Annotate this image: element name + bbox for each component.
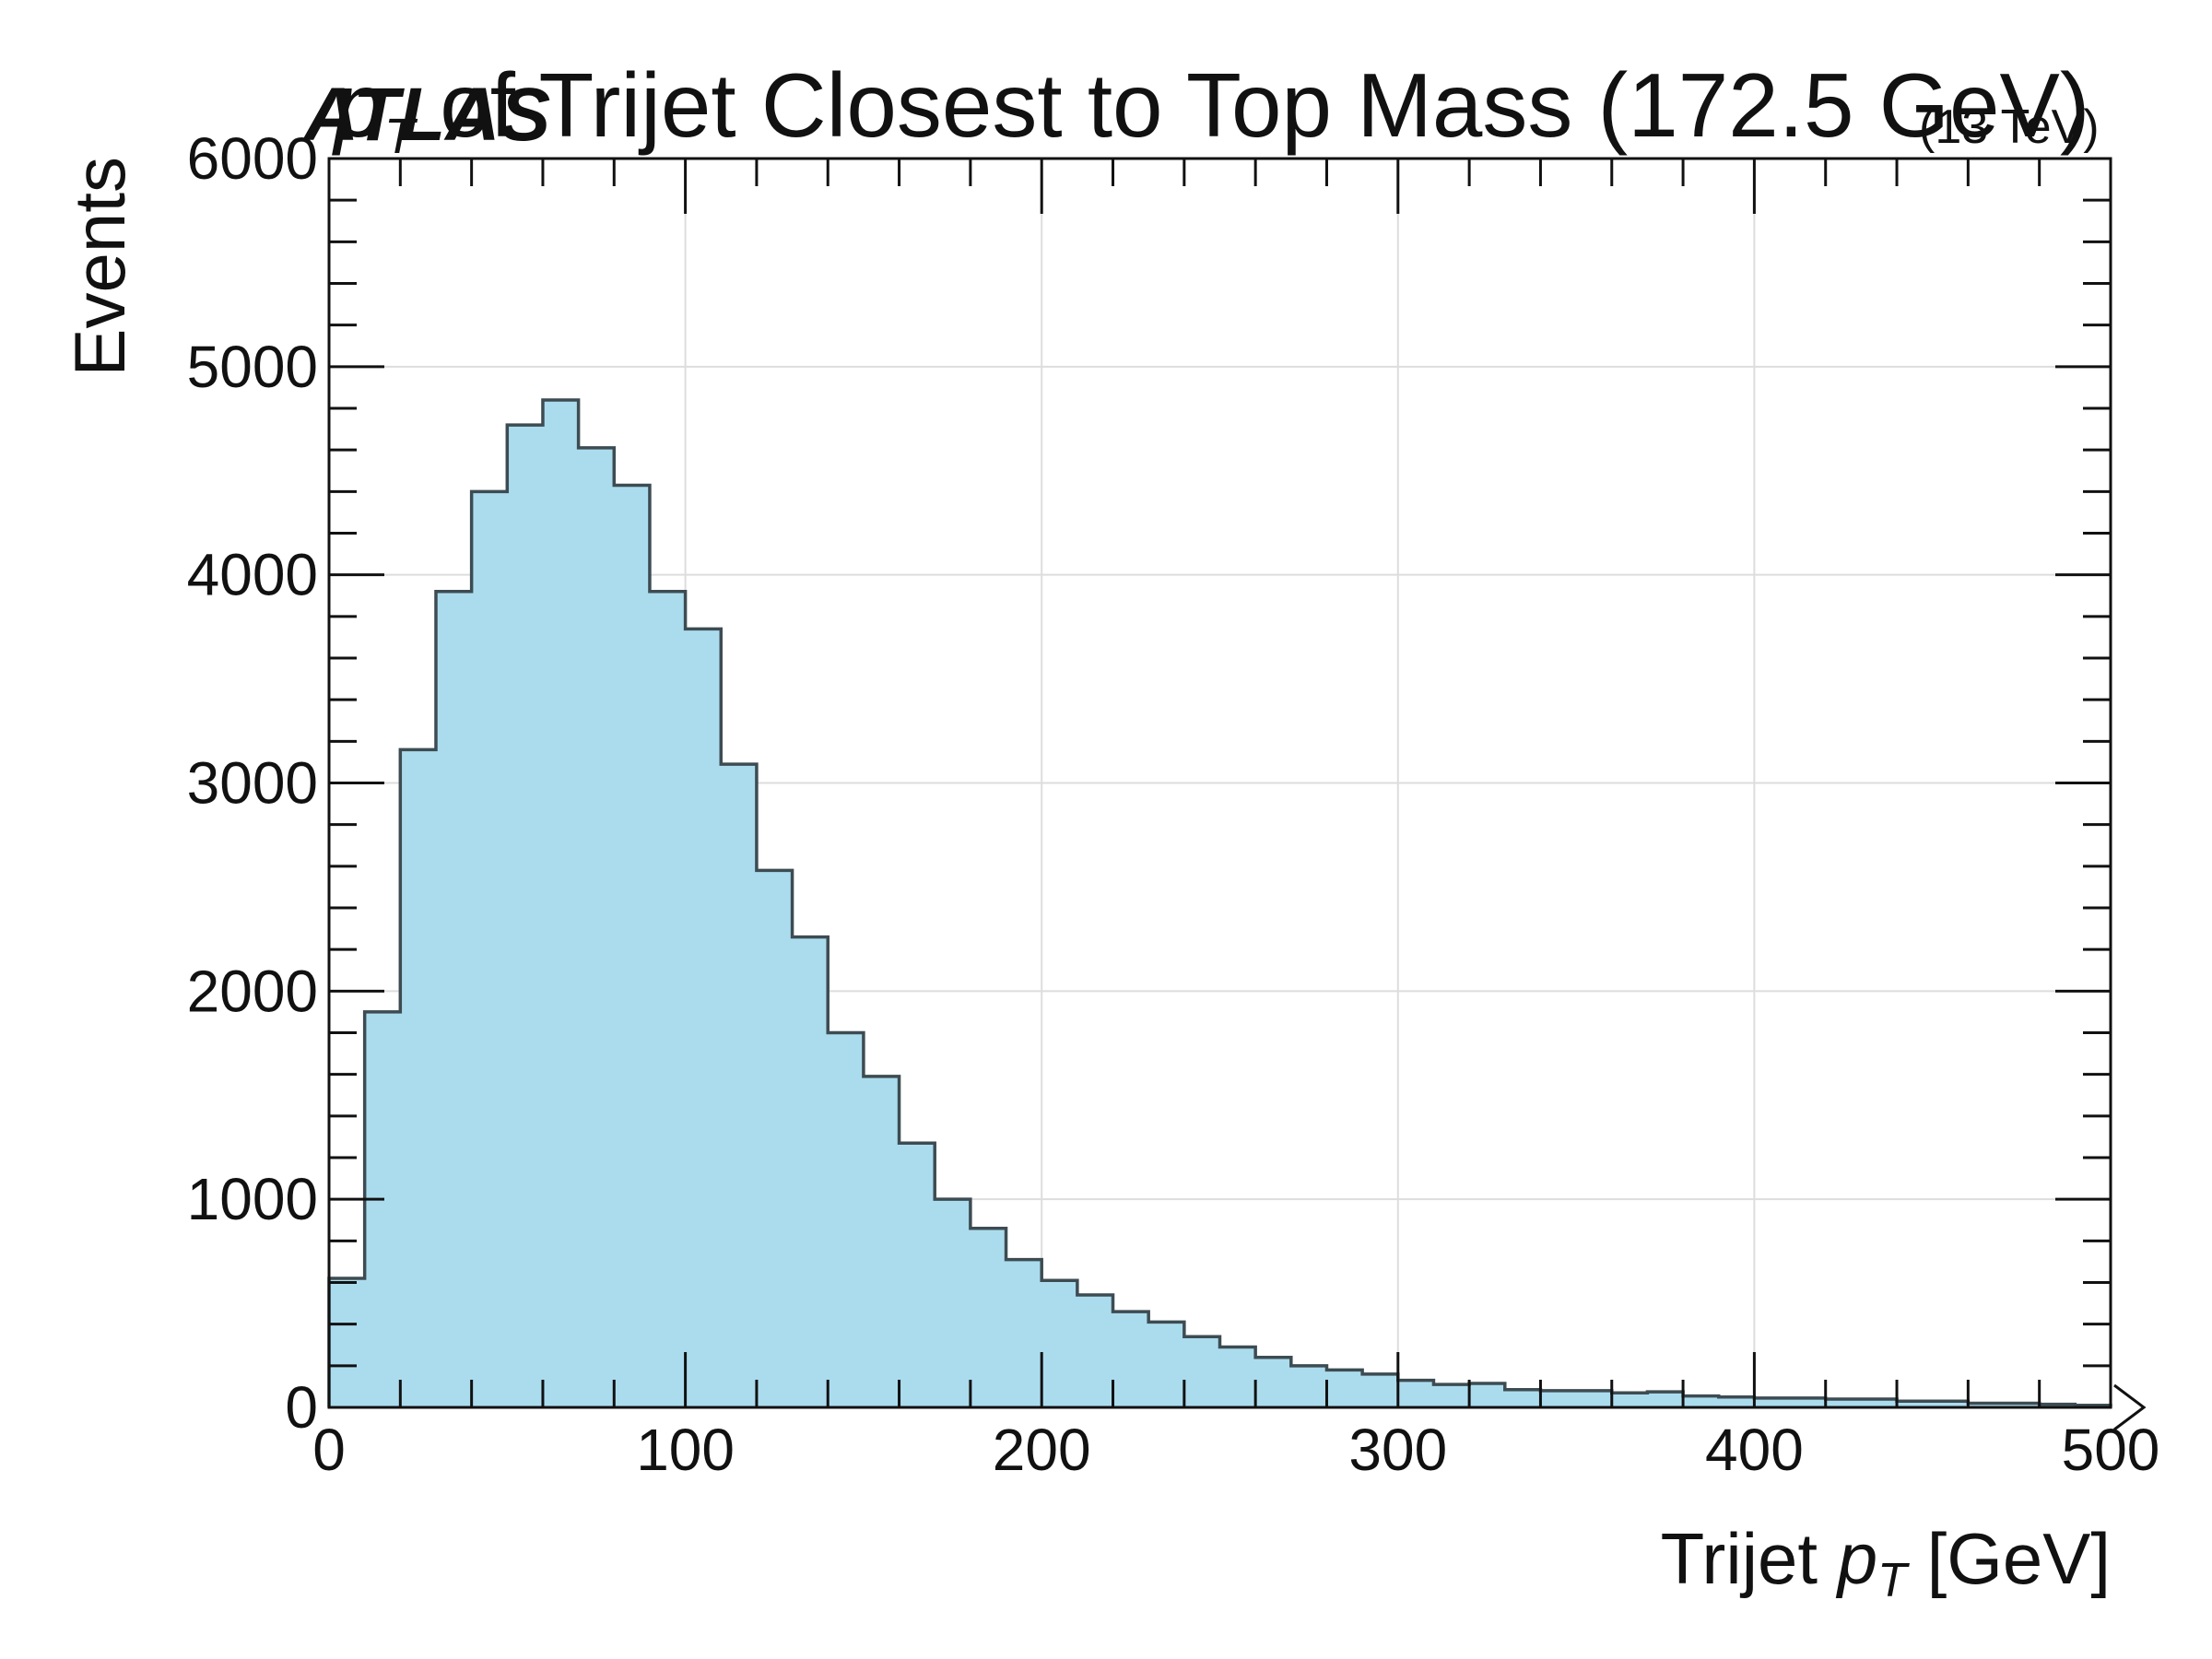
energy-label: (13 TeV): [1919, 100, 2100, 154]
histogram-bars: [329, 399, 2112, 1408]
histogram-bar: [1290, 1365, 1328, 1407]
histogram-bar: [1861, 1398, 1898, 1407]
y-tick-label: 3000: [187, 750, 318, 817]
histogram-bar: [1611, 1393, 1649, 1407]
histogram-bar: [1183, 1336, 1221, 1407]
histogram-bar: [649, 591, 687, 1407]
x-axis-label: Trijet pT [GeV]: [1661, 1518, 2111, 1607]
x-tick-label: 200: [993, 1417, 1091, 1483]
histogram-bar: [1968, 1403, 2005, 1407]
histogram-bar: [1112, 1312, 1149, 1407]
y-tick-label: 2000: [187, 958, 318, 1024]
histogram-bar: [1326, 1370, 1363, 1407]
histogram-bar: [792, 936, 829, 1407]
y-tick-label: 0: [285, 1374, 318, 1441]
y-tick-label: 6000: [187, 125, 318, 192]
histogram-bar: [899, 1143, 935, 1407]
histogram-bar: [2004, 1403, 2041, 1407]
title-pt-subscript: T: [384, 109, 418, 164]
histogram-bar: [1362, 1373, 1399, 1407]
histogram-bar: [1790, 1397, 1827, 1407]
histogram-bar: [1647, 1392, 1684, 1407]
histogram-bar: [1397, 1380, 1435, 1407]
histogram-bar: [1433, 1384, 1470, 1407]
histogram-bar: [435, 591, 473, 1407]
chart-title: pT of Trijet Closest to Top Mass (172.5 …: [332, 54, 2090, 164]
tick-labels: 0 100 200 300 400 500010002000300040005000600…: [187, 125, 2160, 1483]
histogram-bar: [1504, 1389, 1542, 1407]
overflow-arrow-icon: [2113, 1383, 2147, 1431]
histogram-bar: [1077, 1295, 1114, 1407]
histogram-bar: [364, 1011, 401, 1407]
atlas-label: ATLAS: [302, 73, 550, 157]
histogram-bar: [1219, 1347, 1256, 1407]
histogram-bar: [1576, 1390, 1613, 1407]
histogram-bar: [1754, 1397, 1791, 1407]
x-axis-label-prefix: Trijet: [1661, 1518, 1838, 1599]
x-axis-label-pt: p: [1836, 1518, 1877, 1599]
histogram-bar: [1148, 1322, 1185, 1407]
y-axis-label: Events: [59, 157, 140, 376]
histogram-bar: [1932, 1401, 1969, 1407]
histogram-bar: [471, 491, 508, 1407]
histogram-bar: [1255, 1357, 1292, 1407]
histogram-bar: [935, 1199, 971, 1407]
histogram-bar: [721, 764, 758, 1407]
histogram-bar: [329, 1277, 366, 1407]
histogram-bar: [828, 1032, 865, 1407]
histogram-bar: [1006, 1259, 1042, 1407]
histogram-bar: [1540, 1390, 1577, 1407]
histogram-bar: [970, 1228, 1007, 1407]
y-tick-label: 4000: [187, 542, 318, 608]
x-tick-label: 0: [312, 1417, 346, 1483]
histogram-bar: [400, 749, 437, 1407]
histogram-bar: [1825, 1398, 1862, 1407]
x-axis-label-pt-subscript: T: [1877, 1554, 1910, 1607]
histogram-bar: [863, 1076, 900, 1407]
histogram-bar: [1469, 1383, 1506, 1407]
histogram-bar: [756, 870, 794, 1407]
title-text: of Trijet Closest to Top Mass (172.5 GeV…: [415, 54, 2089, 156]
histogram-bar: [685, 629, 722, 1407]
x-tick-label: 100: [636, 1417, 735, 1483]
histogram-bar: [507, 425, 544, 1408]
histogram-bar: [1041, 1280, 1078, 1407]
axis-ticks: [327, 157, 2112, 1409]
x-axis-label-unit: [GeV]: [1907, 1518, 2111, 1599]
histogram-bar: [578, 447, 615, 1407]
histogram-bar: [1718, 1396, 1755, 1407]
histogram-bar: [1683, 1395, 1720, 1407]
title-pt-symbol: p: [332, 54, 385, 156]
histogram-bar: [542, 399, 580, 1407]
histogram-bar: [1897, 1401, 1934, 1407]
y-tick-label: 5000: [187, 334, 318, 400]
x-tick-label: 500: [2062, 1417, 2160, 1483]
x-tick-label: 300: [1348, 1417, 1447, 1483]
histogram-bar: [614, 485, 651, 1407]
y-tick-label: 1000: [187, 1166, 318, 1232]
x-tick-label: 400: [1705, 1417, 1804, 1483]
